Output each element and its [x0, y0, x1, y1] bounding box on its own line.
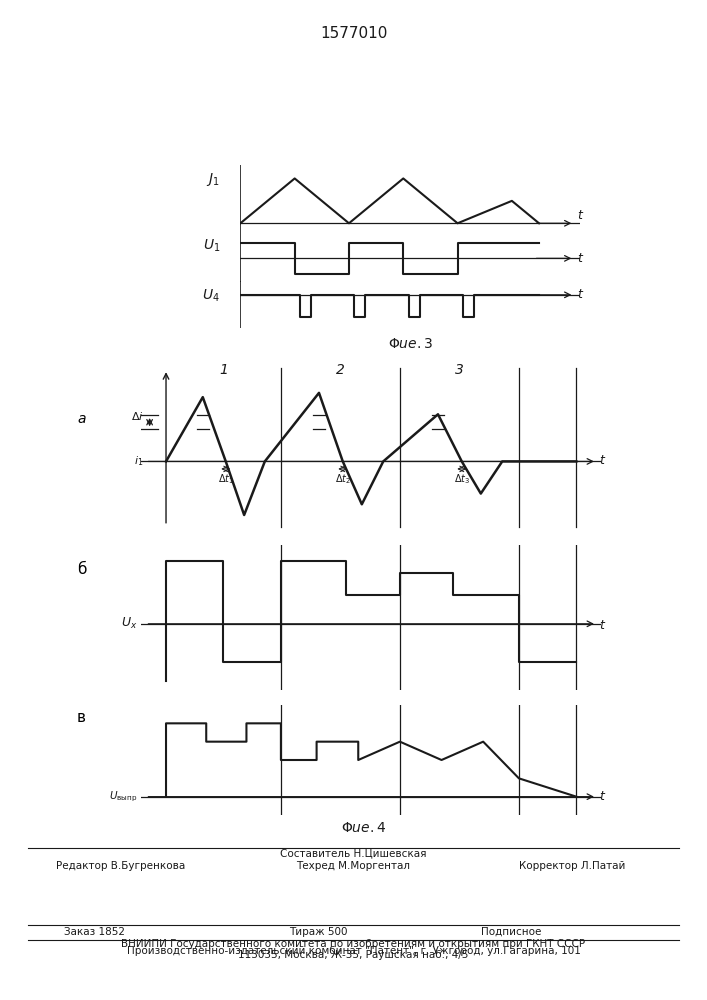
Text: б: б — [77, 562, 86, 577]
Text: $t$: $t$ — [577, 252, 584, 265]
Text: ВНИИПИ Государственного комитета по изобретениям и открытиям при ГКНТ СССР: ВНИИПИ Государственного комитета по изоб… — [122, 939, 585, 949]
Text: $U_x$: $U_x$ — [121, 616, 137, 631]
Text: $t$: $t$ — [577, 288, 584, 301]
Text: Тираж 500: Тираж 500 — [289, 927, 347, 937]
Text: $\Phi\mathit{ue.3}$: $\Phi\mathit{ue.3}$ — [387, 337, 433, 351]
Text: $t$: $t$ — [599, 619, 606, 632]
Text: $t$: $t$ — [599, 790, 606, 803]
Text: $\mathit{J}_1$: $\mathit{J}_1$ — [206, 172, 220, 188]
Text: $t$: $t$ — [577, 209, 584, 222]
Text: $\Delta i$: $\Delta i$ — [131, 410, 144, 422]
Text: $\Delta t_1$: $\Delta t_1$ — [218, 472, 234, 486]
Text: 2: 2 — [336, 363, 345, 377]
Text: a: a — [77, 412, 86, 426]
Text: $\mathit{U}_1$: $\mathit{U}_1$ — [203, 238, 220, 254]
Text: в: в — [77, 710, 86, 724]
Text: Заказ 1852: Заказ 1852 — [64, 927, 124, 937]
Text: $\Phi\mathit{ue.4}$: $\Phi\mathit{ue.4}$ — [341, 821, 387, 835]
Text: Производственно-издательский комбинат "Патент", г. Ужгород, ул.Гагарина, 101: Производственно-издательский комбинат "П… — [127, 946, 580, 956]
Text: Редактор В.Бугренкова: Редактор В.Бугренкова — [56, 861, 185, 871]
Text: 1: 1 — [219, 363, 228, 377]
Text: Подписное: Подписное — [481, 927, 541, 937]
Text: $\Delta t_2$: $\Delta t_2$ — [334, 472, 351, 486]
Text: $i_1$: $i_1$ — [134, 455, 144, 468]
Text: Техред М.Моргентал: Техред М.Моргентал — [296, 861, 411, 871]
Text: $\Delta t_3$: $\Delta t_3$ — [454, 472, 470, 486]
Text: 1577010: 1577010 — [320, 26, 387, 41]
Text: $t$: $t$ — [599, 454, 606, 467]
Text: $U_{\text{выпр}}$: $U_{\text{выпр}}$ — [109, 789, 137, 804]
Text: Корректор Л.Патай: Корректор Л.Патай — [520, 861, 626, 871]
Text: 3: 3 — [455, 363, 464, 377]
Text: Составитель Н.Цишевская: Составитель Н.Цишевская — [280, 848, 427, 858]
Text: $\mathit{U}_4$: $\mathit{U}_4$ — [202, 288, 220, 304]
Text: 113035, Москва, Ж-35, Раушская наб., 4/5: 113035, Москва, Ж-35, Раушская наб., 4/5 — [238, 950, 469, 960]
